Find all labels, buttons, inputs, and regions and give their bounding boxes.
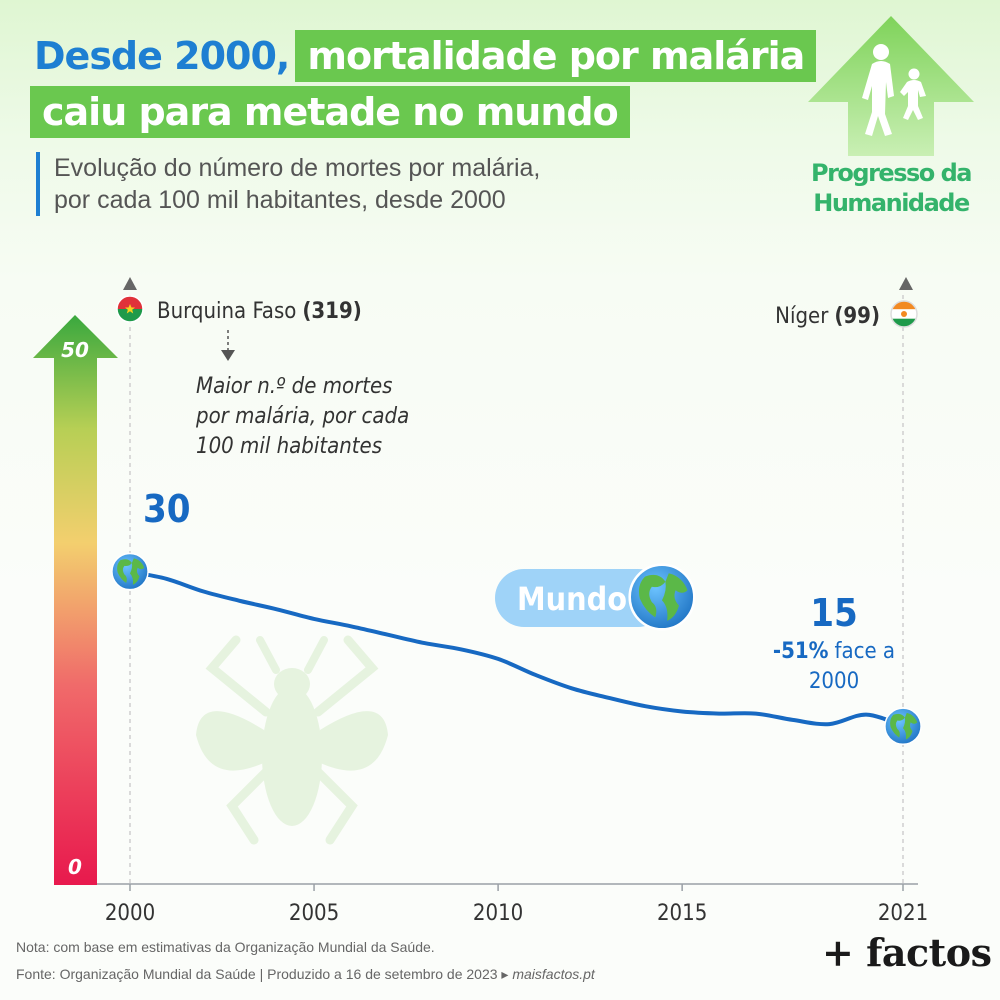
brand-line-1: Progresso da	[811, 159, 973, 187]
left-up-triangle-icon	[123, 277, 137, 290]
end-change-label: -51% face a	[773, 639, 895, 664]
annotation-line-2: por malária, por cada	[195, 404, 409, 429]
series-label-pill	[495, 569, 667, 627]
footer-notes: Nota: com base em estimativas da Organiz…	[16, 934, 595, 988]
note-text: Nota: com base em estimativas da Organiz…	[16, 939, 435, 955]
annotation-arrow-icon	[221, 350, 235, 361]
title-line-2: caiu para metade no mundo	[30, 86, 816, 138]
title-highlight: Desde 2000,	[34, 34, 290, 78]
series-label-text: Mundo	[517, 580, 627, 618]
x-tick-label-2015: 2015	[657, 901, 707, 926]
right-up-triangle-icon	[899, 277, 913, 290]
source-line: Fonte: Organização Mundial da Saúde | Pr…	[16, 961, 595, 988]
left-marker-label: Burquina Faso (319)	[157, 299, 362, 324]
site-link[interactable]: maisfactos.pt	[512, 966, 595, 982]
source-text: Fonte: Organização Mundial da Saúde | Pr…	[16, 966, 513, 982]
niger-flag-icon	[890, 300, 918, 328]
right-marker-label: Níger (99)	[775, 304, 880, 329]
right-marker-country: Níger	[775, 304, 829, 329]
x-tick-label-2021: 2021	[878, 901, 928, 926]
x-tick-label-2010: 2010	[473, 901, 523, 926]
arrow-people-icon	[808, 16, 974, 156]
end-change-pct: -51%	[773, 639, 829, 664]
title-part-2: mortalidade por malária	[295, 30, 817, 82]
mosquito-icon	[196, 635, 388, 845]
start-globe-icon	[111, 552, 149, 591]
x-axis-ticks: 2000 2005 2010 2015 2021	[105, 884, 928, 926]
subtitle-line-1: Evolução do número de mortes por malária…	[54, 154, 541, 182]
scale-min-label: 0	[68, 855, 82, 879]
subtitle: Evolução do número de mortes por malária…	[36, 152, 540, 216]
left-marker-country: Burquina Faso	[157, 299, 296, 324]
title-line-1: Desde 2000, mortalidade por malária	[30, 30, 817, 82]
progress-badge: Progresso da Humanidade	[806, 16, 976, 218]
annotation-line-1: Maior n.º de mortes	[196, 374, 392, 399]
brand-text: Progresso da Humanidade	[806, 158, 976, 218]
end-globe-icon	[884, 707, 922, 745]
end-change-year: 2000	[809, 669, 859, 694]
right-marker-value: (99)	[834, 304, 880, 329]
annotation-line-3: 100 mil habitantes	[196, 434, 382, 459]
series-line-mundo	[128, 569, 905, 729]
factos-logo: + factos	[822, 930, 992, 975]
x-tick-label-2005: 2005	[289, 901, 339, 926]
brand-line-2: Humanidade	[813, 189, 970, 217]
end-value-label: 15	[810, 591, 858, 635]
scale-arrow	[33, 315, 118, 885]
title-part-3: caiu para metade no mundo	[30, 86, 630, 138]
subtitle-line-2: por cada 100 mil habitantes, desde 2000	[54, 186, 506, 214]
title: Desde 2000, mortalidade por malária caiu…	[30, 30, 817, 142]
start-value-label: 30	[143, 487, 191, 531]
left-marker-value: (319)	[302, 299, 361, 324]
series-globe-icon	[628, 563, 696, 631]
burkina-faso-flag-icon	[116, 295, 144, 323]
x-tick-label-2000: 2000	[105, 901, 155, 926]
scale-max-label: 50	[61, 338, 89, 362]
end-change-text: face a	[835, 639, 896, 664]
